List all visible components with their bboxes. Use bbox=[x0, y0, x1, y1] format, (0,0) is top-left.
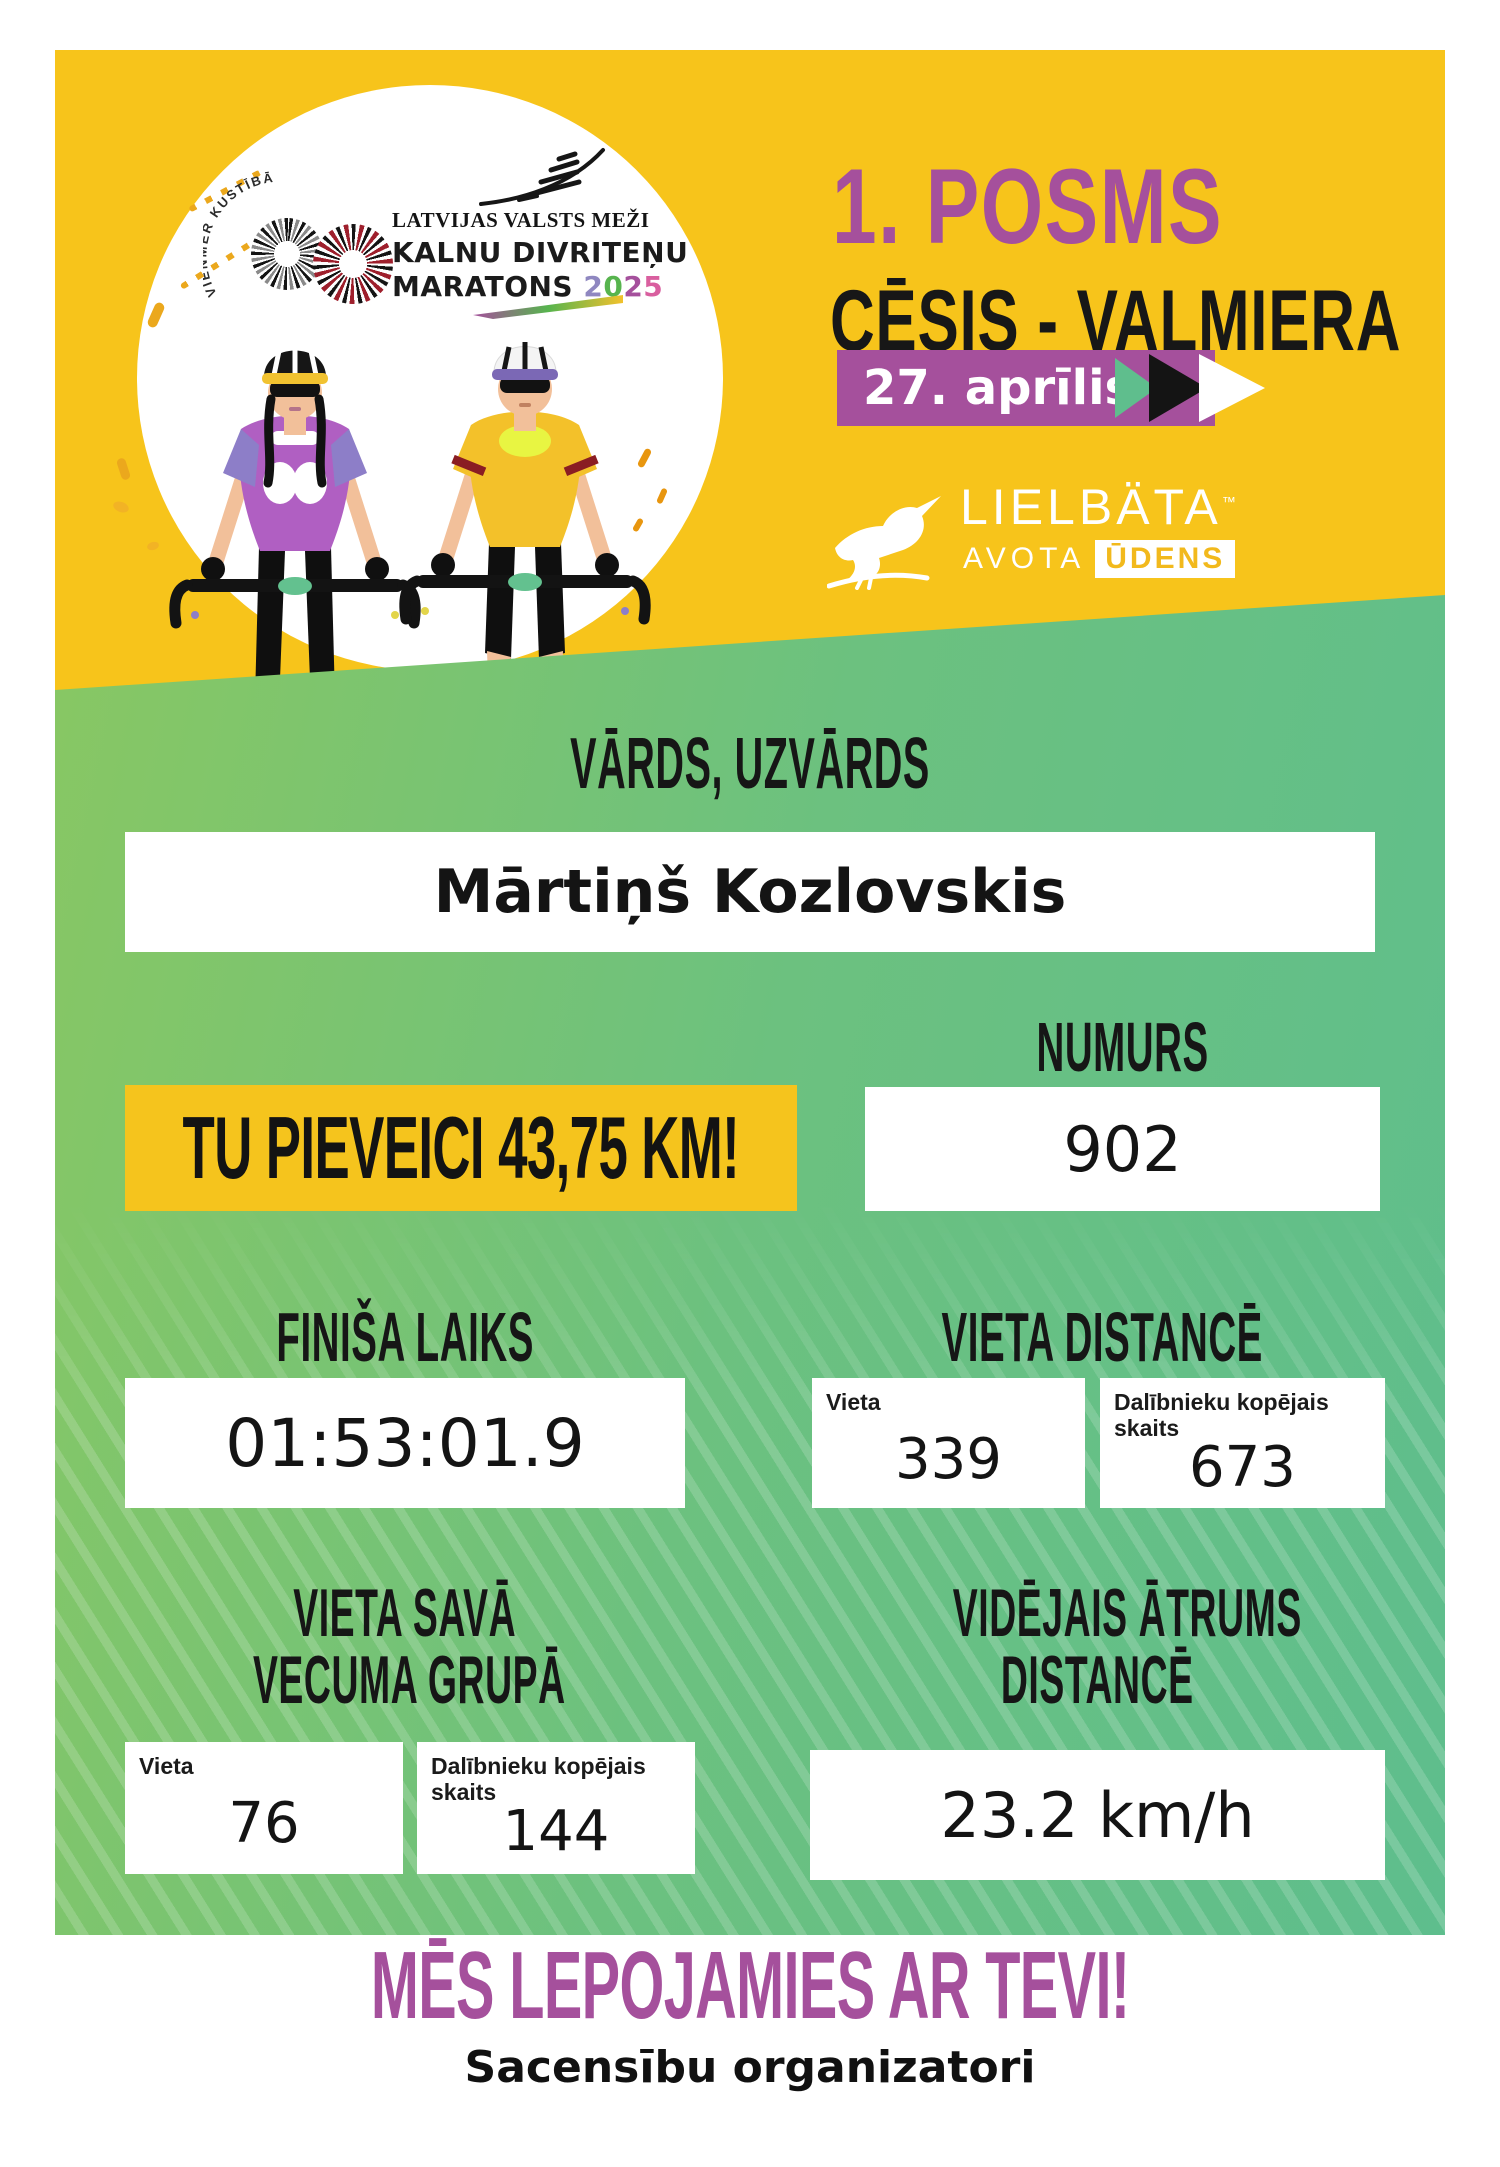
logo-year-digit: 2 bbox=[623, 270, 644, 303]
avg-speed-box: 23.2 km/h bbox=[810, 1750, 1385, 1880]
footer-subline: Sacensību organizatori bbox=[464, 2042, 1036, 2093]
logo-year-digit: 5 bbox=[643, 270, 664, 303]
logo-event-line2: MARATONS 2025 bbox=[392, 270, 663, 303]
age-group-place-value: 76 bbox=[228, 1790, 300, 1856]
name-section-heading: VĀRDS, UZVĀRDS bbox=[55, 728, 1445, 800]
avg-speed-value: 23.2 km/h bbox=[940, 1778, 1255, 1852]
footer-headline: MĒS LEPOJAMIES AR TEVI! bbox=[0, 1938, 1500, 2034]
logo-org-line: LATVIJAS VALSTS MEŽI bbox=[392, 208, 650, 232]
age-group-place-box: Vieta 76 bbox=[125, 1742, 403, 1874]
footer-headline-text: MĒS LEPOJAMIES AR TEVI! bbox=[370, 1932, 1130, 2039]
avg-speed-heading-line2: DISTANCĒ bbox=[1001, 1641, 1194, 1718]
date-label: 27. aprīlis bbox=[863, 360, 1134, 416]
logo-event-line1: KALNU DIVRITEŅU bbox=[392, 236, 689, 269]
stage-title-text: 1. POSMS bbox=[832, 146, 1224, 266]
sponsor-subline: AVOTA ŪDENS bbox=[963, 540, 1236, 578]
number-section-heading: NUMURS bbox=[865, 1012, 1380, 1082]
participants-distance-value: 673 bbox=[1189, 1434, 1296, 1500]
logo-swoosh bbox=[473, 295, 623, 319]
place-label: Vieta bbox=[139, 1753, 194, 1779]
bird-icon bbox=[827, 496, 941, 590]
age-group-heading: VIETA SAVĀ VECUMA GRUPĀ bbox=[125, 1575, 685, 1718]
participants-label: Dalībnieku kopējais skaits bbox=[431, 1753, 646, 1805]
finish-time: 01:53:01.9 bbox=[225, 1404, 585, 1482]
pinwheel-icon bbox=[313, 224, 393, 304]
pine-tree-icon bbox=[479, 148, 605, 206]
avg-speed-heading: VIDĒJAIS ĀTRUMS DISTANCĒ bbox=[810, 1575, 1385, 1718]
logo-year-digit: 2 bbox=[583, 270, 604, 303]
age-group-participants-box: Dalībnieku kopējais skaits 144 bbox=[417, 1742, 695, 1874]
bib-number: 902 bbox=[1063, 1112, 1182, 1186]
participants-distance-box: Dalībnieku kopējais skaits 673 bbox=[1100, 1378, 1385, 1508]
sponsor-avota-label: AVOTA bbox=[963, 542, 1086, 575]
sponsor-udens-badge: ŪDENS bbox=[1095, 540, 1236, 578]
place-distance-value: 339 bbox=[895, 1426, 1002, 1492]
age-group-heading-line2: VECUMA GRUPĀ bbox=[252, 1641, 566, 1718]
distance-banner-text: TU PIEVEICI 43,75 KM! bbox=[182, 1098, 740, 1197]
participants-label: Dalībnieku kopējais skaits bbox=[1114, 1389, 1329, 1441]
logo-maratons-text: MARATONS bbox=[392, 270, 584, 303]
age-group-heading-line1: VIETA SAVĀ bbox=[293, 1575, 517, 1651]
avg-speed-heading-line1: VIDĒJAIS ĀTRUMS bbox=[952, 1575, 1302, 1651]
pinwheel-icon bbox=[251, 218, 323, 290]
name-heading-text: VĀRDS, UZVĀRDS bbox=[570, 724, 930, 804]
participant-name: Mārtiņš Kozlovskis bbox=[433, 857, 1067, 927]
stage-title: 1. POSMS bbox=[832, 146, 1353, 266]
finish-time-heading: FINIŠA LAIKS bbox=[125, 1302, 685, 1372]
trademark-symbol: ™ bbox=[1221, 493, 1236, 510]
place-distance-box: Vieta 339 bbox=[812, 1378, 1085, 1508]
name-value-box: Mārtiņš Kozlovskis bbox=[125, 832, 1375, 952]
cyclist-woman bbox=[169, 346, 421, 705]
logo-year-digit: 0 bbox=[603, 270, 624, 303]
distance-banner: TU PIEVEICI 43,75 KM! bbox=[125, 1085, 797, 1211]
age-group-participants-value: 144 bbox=[502, 1798, 610, 1864]
sponsor-name: LIELBÄTA™ bbox=[960, 478, 1236, 536]
place-distance-heading: VIETA DISTANCĒ bbox=[810, 1302, 1385, 1372]
finish-heading-text: FINIŠA LAIKS bbox=[276, 1298, 534, 1376]
number-heading-text: NUMURS bbox=[1036, 1008, 1209, 1086]
poster: VIENMĒR KUSTĪBĀ LATVIJAS VALSTS MEŽI KAL… bbox=[55, 50, 1445, 1935]
number-value-box: 902 bbox=[865, 1087, 1380, 1211]
results-content: VĀRDS, UZVĀRDS Mārtiņš Kozlovskis NUMURS… bbox=[55, 50, 1445, 1935]
place-distance-heading-text: VIETA DISTANCĒ bbox=[941, 1298, 1263, 1376]
fast-forward-arrows-icon bbox=[1115, 354, 1265, 422]
finish-time-box: 01:53:01.9 bbox=[125, 1378, 685, 1508]
place-label: Vieta bbox=[826, 1389, 881, 1415]
sponsor-name-text: LIELBÄTA bbox=[960, 479, 1222, 535]
